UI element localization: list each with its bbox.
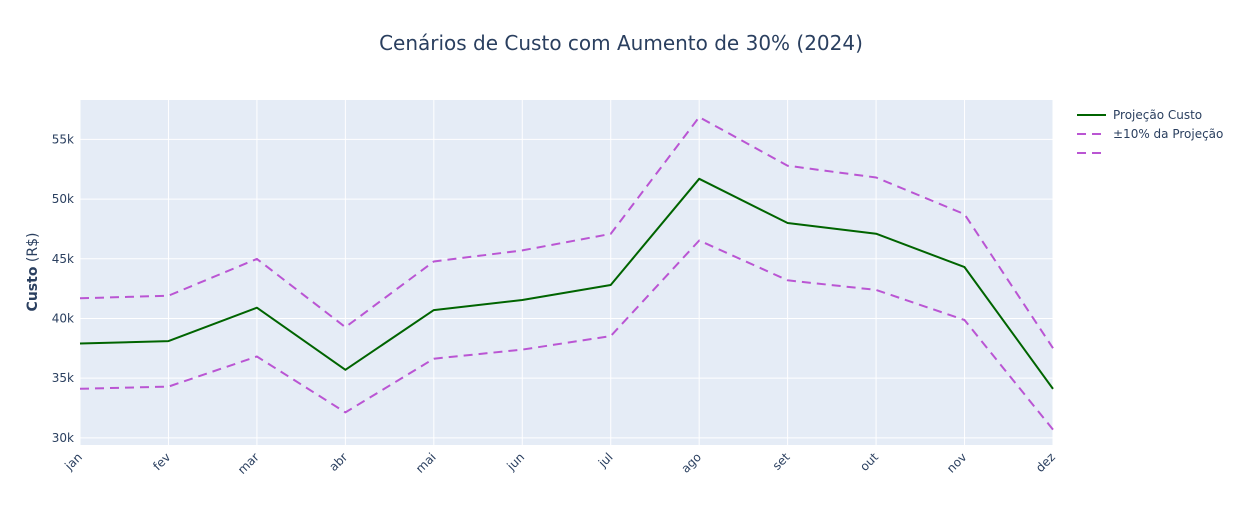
y-axis-ticks: 30k 35k 40k 45k 50k 55k xyxy=(52,132,74,444)
x-tick-label: jul xyxy=(595,450,616,471)
series-line-2 xyxy=(79,239,1054,431)
x-tick-label: jan xyxy=(61,450,85,474)
x-tick-label: dez xyxy=(1033,450,1058,475)
y-axis-label: Custo (R$) xyxy=(25,233,41,312)
y-tick-label: 30k xyxy=(52,431,74,445)
x-tick-label: jun xyxy=(504,450,528,474)
series-line-1 xyxy=(79,116,1054,349)
x-tick-label: ago xyxy=(678,450,704,476)
x-axis-ticks: jan fev mar abr mai jun jul ago set out nov dez xyxy=(61,450,1058,477)
legend-label: Projeção Custo xyxy=(1113,108,1202,122)
y-tick-label: 55k xyxy=(52,132,74,146)
series-line-0 xyxy=(79,177,1054,390)
x-tick-label: fev xyxy=(150,450,173,473)
chart-title: Cenários de Custo com Aumento de 30% (20… xyxy=(379,31,863,55)
legend-label: ±10% da Projeção xyxy=(1113,127,1223,141)
y-tick-label: 45k xyxy=(52,252,74,266)
x-tick-label: abr xyxy=(326,450,350,474)
x-tick-label: set xyxy=(770,450,793,473)
y-tick-label: 35k xyxy=(52,371,74,385)
plot-area xyxy=(80,100,1053,445)
x-tick-label: nov xyxy=(944,450,970,476)
x-tick-label: mar xyxy=(235,450,262,477)
x-tick-label: mai xyxy=(413,450,439,476)
grid xyxy=(79,100,1054,445)
legend: Projeção Custo ±10% da Projeção xyxy=(1077,108,1223,154)
series-lines xyxy=(79,116,1054,431)
x-tick-label: out xyxy=(857,450,881,474)
y-tick-label: 50k xyxy=(52,192,74,206)
y-tick-label: 40k xyxy=(52,311,74,325)
